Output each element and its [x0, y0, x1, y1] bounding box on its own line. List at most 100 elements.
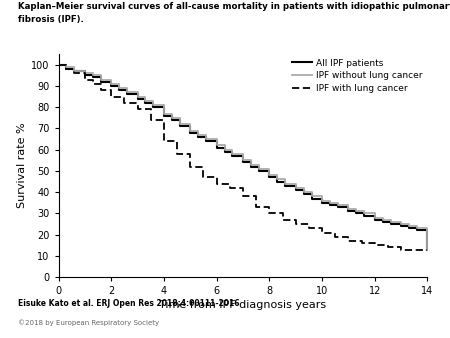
All IPF patients [309, 196, 314, 200]
IPF with lung cancer [108, 95, 114, 99]
All IPF patients [64, 67, 69, 71]
IPF with lung cancer [82, 77, 88, 81]
IPF with lung cancer [320, 231, 325, 235]
IPF without lung cancer [195, 133, 201, 137]
IPF without lung cancer [267, 173, 272, 177]
All IPF patients [320, 201, 325, 205]
IPF without lung cancer [214, 143, 219, 147]
IPF with lung cancer [306, 226, 311, 230]
All IPF patients [267, 175, 272, 179]
All IPF patients [414, 228, 420, 233]
All IPF patients [82, 73, 88, 77]
IPF with lung cancer [90, 82, 95, 86]
IPF without lung cancer [274, 177, 280, 182]
All IPF patients [283, 184, 288, 188]
IPF without lung cancer [188, 128, 193, 132]
IPF without lung cancer [248, 163, 254, 167]
IPF without lung cancer [414, 226, 420, 230]
IPF with lung cancer [253, 205, 259, 209]
Text: Eisuke Kato et al. ERJ Open Res 2018;4:00111-2016: Eisuke Kato et al. ERJ Open Res 2018;4:0… [18, 299, 239, 308]
IPF with lung cancer [372, 243, 378, 247]
IPF without lung cancer [301, 190, 306, 194]
IPF without lung cancer [320, 199, 325, 203]
IPF with lung cancer [267, 211, 272, 215]
IPF without lung cancer [388, 220, 393, 224]
IPF without lung cancer [283, 182, 288, 186]
IPF with lung cancer [385, 245, 391, 249]
IPF with lung cancer [135, 107, 140, 111]
IPF without lung cancer [354, 209, 359, 213]
All IPF patients [56, 63, 61, 67]
IPF without lung cancer [372, 216, 378, 220]
IPF with lung cancer [188, 165, 193, 169]
X-axis label: Time from IPF diagnosis years: Time from IPF diagnosis years [159, 300, 327, 310]
IPF without lung cancer [90, 73, 95, 77]
IPF without lung cancer [222, 148, 227, 152]
IPF with lung cancer [240, 194, 246, 198]
IPF without lung cancer [380, 218, 385, 222]
IPF without lung cancer [346, 207, 351, 211]
IPF without lung cancer [64, 65, 69, 69]
IPF with lung cancer [333, 235, 338, 239]
IPF without lung cancer [56, 63, 61, 67]
All IPF patients [388, 222, 393, 226]
All IPF patients [372, 218, 378, 222]
IPF with lung cancer [72, 71, 77, 75]
IPF without lung cancer [135, 95, 140, 99]
All IPF patients [98, 80, 104, 84]
IPF with lung cancer [148, 118, 153, 122]
IPF without lung cancer [425, 247, 430, 251]
All IPF patients [188, 131, 193, 135]
IPF without lung cancer [72, 69, 77, 73]
All IPF patients [380, 220, 385, 224]
All IPF patients [195, 135, 201, 139]
IPF without lung cancer [98, 77, 104, 81]
IPF without lung cancer [256, 167, 261, 171]
IPF without lung cancer [240, 158, 246, 162]
All IPF patients [177, 124, 182, 128]
IPF with lung cancer [293, 222, 298, 226]
Y-axis label: Survival rate %: Survival rate % [17, 123, 27, 209]
IPF without lung cancer [398, 222, 404, 226]
All IPF patients [327, 203, 333, 207]
All IPF patients [203, 139, 209, 143]
IPF with lung cancer [412, 247, 417, 251]
IPF without lung cancer [406, 224, 412, 228]
IPF with lung cancer [280, 218, 285, 222]
IPF with lung cancer [64, 67, 69, 71]
All IPF patients [346, 209, 351, 213]
IPF with lung cancer [214, 182, 219, 186]
IPF without lung cancer [335, 203, 341, 207]
IPF with lung cancer [398, 247, 404, 251]
IPF without lung cancer [82, 71, 88, 75]
Text: ©2018 by European Respiratory Society: ©2018 by European Respiratory Society [18, 319, 159, 326]
All IPF patients [354, 211, 359, 215]
Line: All IPF patients: All IPF patients [58, 65, 428, 249]
IPF with lung cancer [122, 101, 127, 105]
Text: Kaplan–Meier survival curves of all-cause mortality in patients with idiopathic : Kaplan–Meier survival curves of all-caus… [18, 2, 450, 11]
IPF without lung cancer [151, 103, 156, 107]
All IPF patients [143, 101, 148, 105]
Text: fibrosis (IPF).: fibrosis (IPF). [18, 15, 84, 24]
IPF without lung cancer [124, 90, 130, 94]
IPF without lung cancer [108, 82, 114, 86]
Line: IPF without lung cancer: IPF without lung cancer [58, 65, 428, 249]
All IPF patients [151, 105, 156, 109]
All IPF patients [293, 188, 298, 192]
IPF without lung cancer [230, 152, 235, 156]
IPF without lung cancer [327, 201, 333, 205]
IPF with lung cancer [175, 152, 180, 156]
IPF with lung cancer [425, 247, 430, 251]
All IPF patients [425, 247, 430, 251]
IPF without lung cancer [309, 194, 314, 198]
All IPF patients [214, 146, 219, 150]
IPF without lung cancer [169, 116, 175, 120]
IPF without lung cancer [161, 112, 166, 116]
IPF without lung cancer [177, 122, 182, 126]
All IPF patients [406, 226, 412, 230]
Legend: All IPF patients, IPF without lung cancer, IPF with lung cancer: All IPF patients, IPF without lung cance… [292, 58, 423, 93]
All IPF patients [240, 161, 246, 165]
IPF without lung cancer [143, 99, 148, 103]
IPF with lung cancer [161, 139, 166, 143]
All IPF patients [117, 88, 122, 92]
